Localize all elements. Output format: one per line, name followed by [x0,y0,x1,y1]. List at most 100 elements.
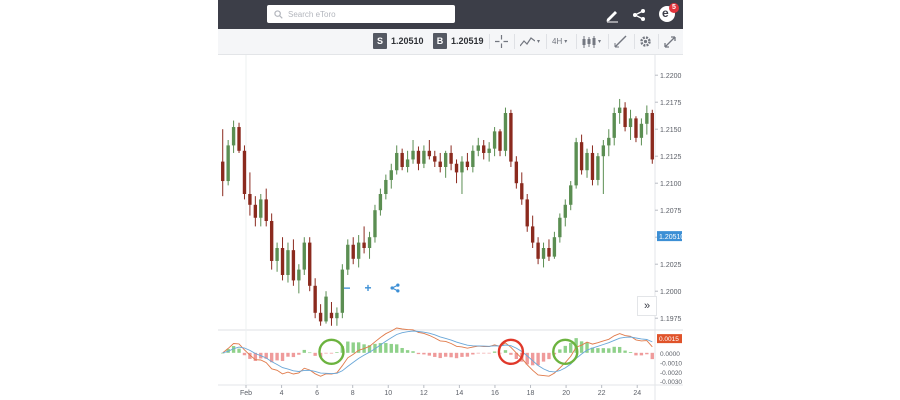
buy-button[interactable]: B [433,33,447,49]
price-tick-label: 1.2075 [660,208,682,215]
candle-body [471,150,475,167]
candle-body [367,237,372,248]
settings-icon[interactable] [639,34,652,49]
toolbar-divider [608,34,609,49]
indicators-icon[interactable]: ▾ [520,34,540,49]
candle-body [569,185,573,205]
candle-body [226,145,230,182]
macd-histogram-bar [547,352,551,360]
macd-tick-label: -0.0030 [660,379,682,386]
candle-body [259,199,263,218]
macd-histogram-bar [221,352,225,354]
candle-body [645,113,649,124]
time-tick-label: 24 [633,390,641,397]
candle-body [525,199,529,227]
candle-body [541,248,546,259]
timeframe-dropdown[interactable]: 4H ▾ [552,37,568,46]
candle-body [590,152,595,180]
price-chart[interactable]: 1.2200 1.2175 1.2150 1.2125 1.2100 1.2075 1.20… [218,55,683,400]
candle-body [340,269,345,313]
macd-histogram-bar [416,352,421,355]
macd-tick-label: -0.0010 [660,360,682,367]
macd-line [222,327,653,377]
scroll-to-latest-button[interactable]: » [637,296,657,316]
macd-histogram-bar [242,352,247,356]
macd-histogram-bar [248,352,252,359]
candle-body [269,221,274,261]
candle-body [384,179,388,194]
search-icon [274,9,283,19]
candle-body [552,237,557,257]
macd-histogram-bar [395,344,399,353]
annotation-circle [318,338,345,366]
macd-histogram-bar [530,352,535,366]
macd-histogram-bar [275,352,279,361]
candle-body [563,204,567,218]
timeframe-label: 4H [552,37,563,46]
macd-histogram-bar [405,350,410,353]
crosshair-icon[interactable] [495,34,508,49]
candle-body [628,118,633,128]
candle-body [449,152,453,164]
macd-histogram-bar [308,352,312,354]
draw-icon[interactable] [614,34,627,49]
macd-histogram-bar [607,348,611,353]
time-tick-label: Feb [240,390,252,397]
candle-body [601,145,606,157]
candle-body [308,242,312,286]
price-tick-label: 1.2150 [660,127,682,134]
candle-body [460,161,464,173]
candle-body [585,152,589,171]
toolbar-divider [634,34,635,49]
candle-body [547,248,551,257]
macd-current-label: 0.0015 [659,336,679,343]
macd-histogram-bar [269,352,274,363]
macd-histogram-bar [563,345,567,353]
candle-body [482,145,486,153]
macd-histogram-bar [346,341,350,353]
candle-body [634,118,638,138]
macd-histogram-bar [378,343,383,353]
zoom-in-button[interactable]: + [364,281,372,295]
chart-toolbar: S 1.20510 B 1.20519 ▾ 4H ▾ ▾ [218,29,683,55]
fullscreen-icon[interactable] [664,34,676,49]
candle-body [395,152,399,171]
macd-histogram-bar [384,343,388,353]
candle-body [438,161,442,167]
chart-type-icon[interactable]: ▾ [582,34,601,49]
share-icon[interactable] [630,6,648,24]
macd-histogram-bar [503,350,508,353]
edit-pencil-icon[interactable] [603,6,621,24]
notification-badge: 5 [669,3,679,13]
etoro-app: Search eToro e 5 S 1.20510 B 1.20519 [218,0,683,400]
time-tick-label: 10 [384,390,392,397]
candle-body [264,199,268,221]
time-tick-label: 14 [455,390,463,397]
macd-histogram-bar [617,346,622,353]
annotation-circle [552,338,579,366]
candle-body [607,137,611,146]
macd-histogram-bar [525,352,529,365]
time-tick-label: 12 [420,390,428,397]
candle-body [509,113,513,162]
top-bar: Search eToro e 5 [218,0,683,29]
candle-body [242,150,247,194]
toolbar-divider [489,34,490,49]
candle-body [454,163,459,173]
macd-histogram-bar [329,352,334,354]
search-input[interactable]: Search eToro [267,5,455,23]
candle-body [253,204,258,218]
zoom-out-button[interactable]: − [343,281,351,295]
candle-body [291,250,296,281]
share-chart-icon[interactable] [386,279,404,297]
candle-body [313,285,317,313]
macd-histogram-bar [601,348,606,353]
candle-body [596,156,600,180]
time-tick-label: 20 [562,390,570,397]
price-tick-label: 1.2100 [660,181,682,188]
sell-button[interactable]: S [373,33,387,49]
macd-histogram-bar [454,352,459,359]
macd-histogram-bar [313,352,317,356]
macd-histogram-bar [443,352,448,357]
toolbar-divider [576,34,577,49]
